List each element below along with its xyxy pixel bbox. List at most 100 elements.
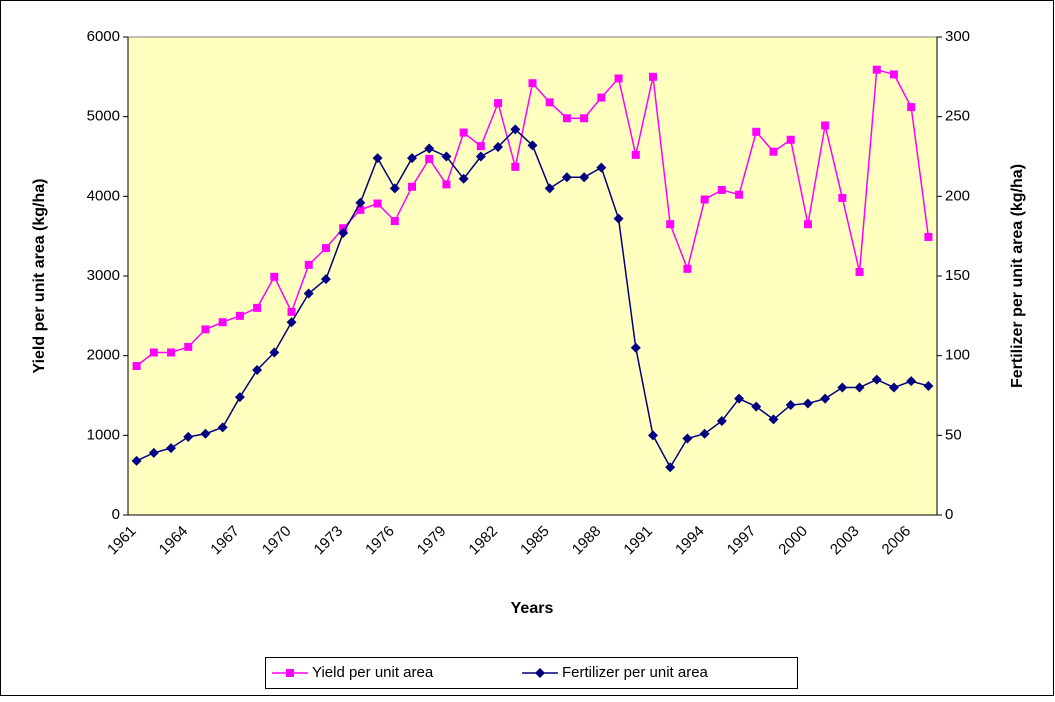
- y2-tick-label: 50: [945, 426, 962, 443]
- data-point: [132, 362, 141, 371]
- data-point: [167, 348, 176, 357]
- data-point: [286, 317, 297, 328]
- y2-tick-label: 0: [945, 506, 953, 523]
- data-point: [425, 154, 434, 163]
- data-point: [200, 428, 211, 439]
- data-point: [407, 153, 418, 164]
- data-point: [666, 220, 675, 229]
- data-point: [183, 431, 194, 442]
- data-point: [821, 121, 830, 130]
- legend-label: Fertilizer per unit area: [562, 664, 709, 681]
- y-tick-label: 4000: [87, 187, 120, 204]
- data-point: [580, 114, 589, 123]
- data-point: [184, 342, 193, 351]
- data-point: [321, 244, 330, 253]
- data-point: [837, 382, 848, 393]
- data-point: [390, 217, 399, 226]
- data-point: [235, 311, 244, 320]
- data-point: [838, 193, 847, 202]
- data-point: [630, 342, 641, 353]
- data-point: [372, 153, 383, 164]
- data-point: [700, 195, 709, 204]
- data-point: [356, 205, 365, 214]
- data-point: [735, 190, 744, 199]
- y2-tick-label: 300: [945, 28, 970, 45]
- y2-tick-label: 100: [945, 347, 970, 364]
- y2-tick-label: 250: [945, 108, 970, 125]
- legend-marker: [286, 669, 294, 677]
- data-point: [459, 128, 468, 137]
- data-point: [389, 183, 400, 194]
- data-point: [442, 180, 451, 189]
- data-point: [734, 393, 745, 404]
- data-point: [131, 455, 142, 466]
- data-point: [544, 183, 555, 194]
- data-point: [561, 172, 572, 183]
- data-point: [907, 103, 916, 112]
- data-point: [854, 382, 865, 393]
- data-point: [304, 260, 313, 269]
- data-point: [631, 150, 640, 159]
- data-point: [424, 143, 435, 154]
- data-point: [234, 392, 245, 403]
- data-point: [476, 142, 485, 151]
- y-tick-label: 1000: [87, 426, 120, 443]
- data-point: [149, 348, 158, 357]
- data-point: [493, 141, 504, 152]
- data-point: [682, 433, 693, 444]
- data-point: [270, 272, 279, 281]
- data-point: [527, 140, 538, 151]
- data-point: [218, 318, 227, 327]
- data-point: [475, 151, 486, 162]
- data-point: [217, 422, 228, 433]
- data-point: [528, 79, 537, 88]
- data-point: [287, 307, 296, 316]
- x-axis-title: Years: [511, 600, 554, 617]
- data-point: [751, 401, 762, 412]
- data-point: [597, 93, 606, 102]
- data-point: [511, 162, 520, 171]
- data-point: [303, 288, 314, 299]
- data-point: [355, 197, 366, 208]
- legend-marker: [535, 668, 545, 678]
- data-point: [201, 325, 210, 334]
- y-tick-label: 5000: [87, 108, 120, 125]
- data-point: [872, 65, 881, 74]
- data-point: [716, 415, 727, 426]
- data-point: [786, 135, 795, 144]
- data-point: [647, 430, 658, 441]
- data-point: [373, 199, 382, 208]
- data-point: [802, 398, 813, 409]
- data-point: [768, 414, 779, 425]
- data-point: [494, 99, 503, 108]
- data-point: [320, 274, 331, 285]
- data-point: [820, 393, 831, 404]
- y-tick-label: 3000: [87, 267, 120, 284]
- data-point: [252, 365, 263, 376]
- data-point: [888, 382, 899, 393]
- data-point: [648, 72, 657, 81]
- data-point: [408, 182, 417, 191]
- data-point: [510, 124, 521, 135]
- data-point: [923, 380, 934, 391]
- data-point: [614, 74, 623, 83]
- data-point: [803, 220, 812, 229]
- data-point: [148, 447, 159, 458]
- y2-tick-label: 150: [945, 267, 970, 284]
- data-point: [906, 376, 917, 387]
- y2-tick-label: 200: [945, 187, 970, 204]
- data-point: [889, 70, 898, 79]
- plot-area: [127, 36, 938, 516]
- data-point: [596, 162, 607, 173]
- data-point: [562, 114, 571, 123]
- data-point: [545, 98, 554, 107]
- data-point: [924, 232, 933, 241]
- data-point: [166, 443, 177, 454]
- data-point: [683, 264, 692, 273]
- data-point: [871, 374, 882, 385]
- y-tick-label: 2000: [87, 347, 120, 364]
- data-point: [785, 400, 796, 411]
- y-tick-label: 0: [112, 506, 120, 523]
- data-point: [665, 462, 676, 473]
